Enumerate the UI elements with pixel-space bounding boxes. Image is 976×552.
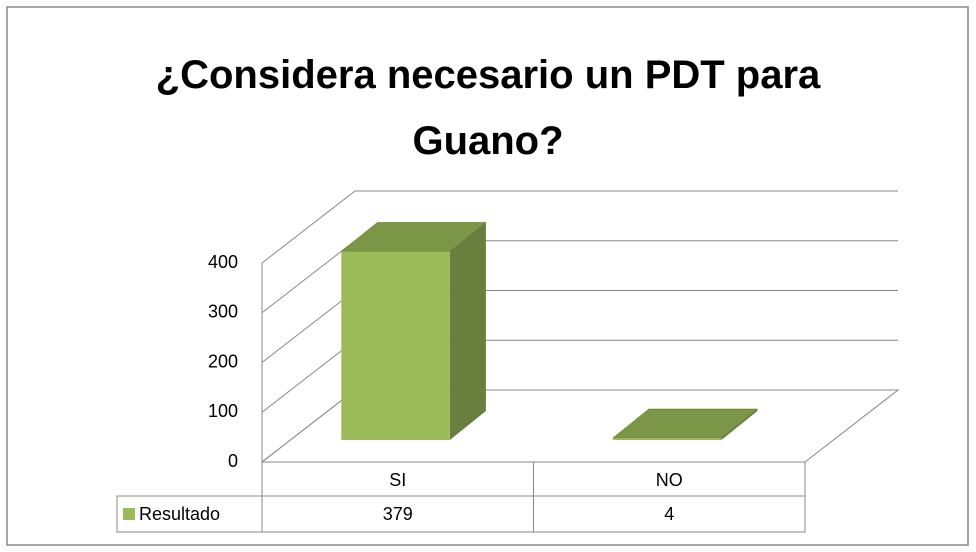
y-tick-label: 400 xyxy=(208,252,238,272)
table-value: 379 xyxy=(383,504,413,524)
bar-side xyxy=(721,409,758,440)
y-tick-label: 300 xyxy=(208,302,238,322)
y-tick-label: 200 xyxy=(208,351,238,371)
chart-border xyxy=(6,6,969,546)
y-tick-label: 100 xyxy=(208,401,238,421)
bar xyxy=(612,438,722,440)
bar xyxy=(341,251,450,440)
grid-line xyxy=(261,190,898,264)
bar-side xyxy=(449,222,486,440)
x-tick-label: SI xyxy=(389,470,406,490)
legend-label: Resultado xyxy=(139,504,220,524)
legend-swatch xyxy=(123,508,135,520)
table-value: 4 xyxy=(664,504,674,524)
y-tick-label: 0 xyxy=(228,451,238,471)
table-grid xyxy=(116,461,806,533)
x-tick-label: NO xyxy=(656,470,683,490)
chart-title: ¿Considera necesario un PDT para Guano? xyxy=(155,53,821,163)
